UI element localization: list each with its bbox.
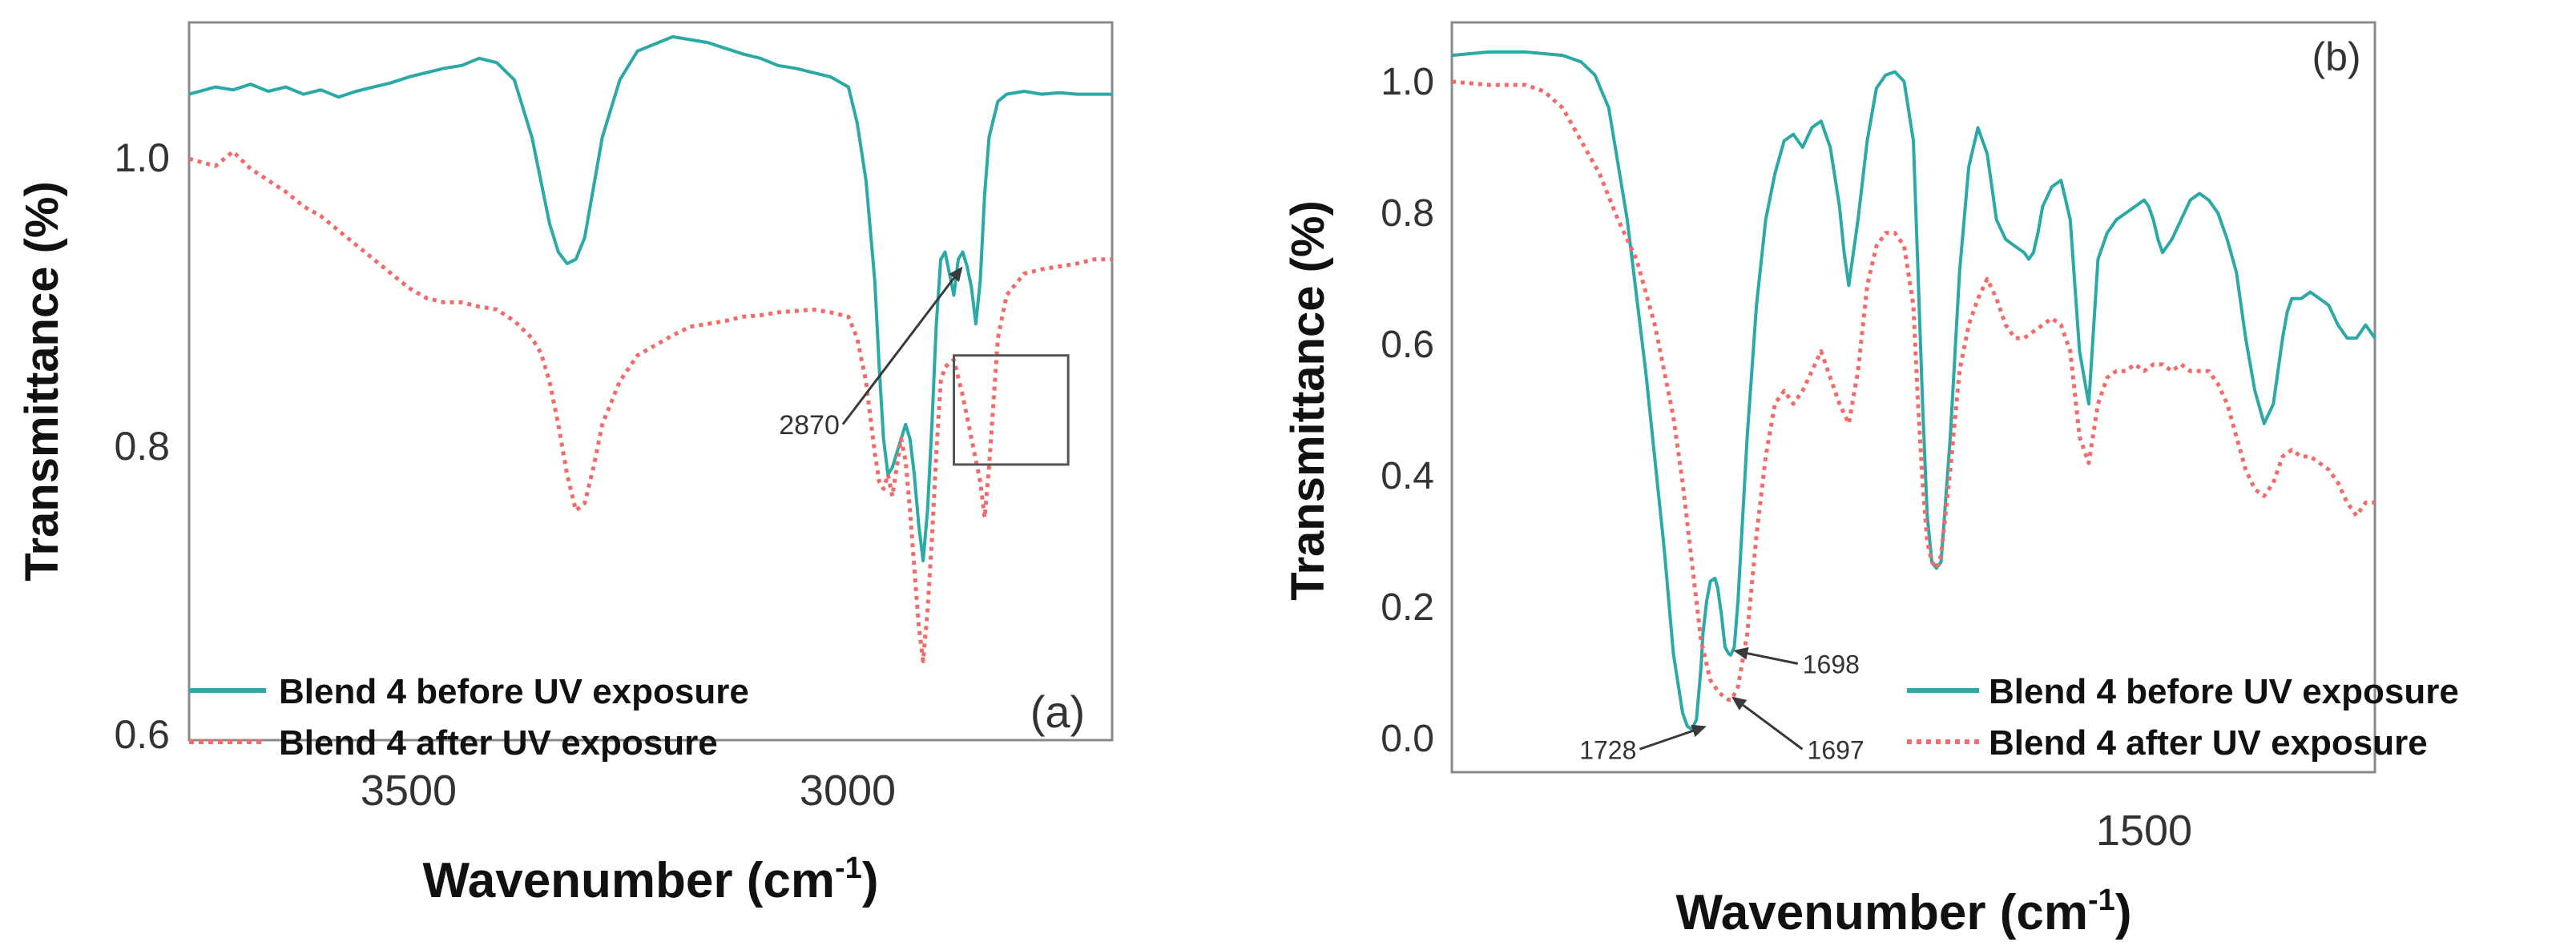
ytick-label-b-0: 1.0 — [1381, 61, 1434, 103]
x-axis-title-b: Wavenumber (cm-1) — [1676, 884, 2132, 940]
x-axis-title-b-sup: -1 — [2088, 884, 2115, 917]
y-axis-title-b: Transmittance (%) — [1282, 200, 1334, 601]
ytick-label-b-3: 0.4 — [1381, 455, 1434, 497]
series-line-b-after — [1451, 79, 2375, 702]
x-axis-title-a-sup: -1 — [835, 851, 862, 885]
series-line-a-before — [188, 34, 1112, 562]
legend-a: Blend 4 before UV exposure Blend 4 after… — [189, 672, 749, 763]
x-axis-title-a-close: ) — [862, 853, 879, 908]
series-line-a-after — [188, 149, 1112, 663]
legend-label-a-after: Blend 4 after UV exposure — [279, 723, 718, 763]
chart-panel-a: 1.0 0.8 0.6 3500 3000 2870 (a) Blend 4 b… — [16, 21, 1114, 908]
annotation-arrow-1698 — [1747, 652, 1799, 665]
ytick-label-a-2: 0.6 — [114, 712, 170, 757]
y-axis-title-a: Transmittance (%) — [16, 181, 68, 582]
ytick-label-b-2: 0.6 — [1381, 324, 1434, 366]
chart-panel-b: 1.0 0.8 0.6 0.4 0.2 0.0 1500 1698 1728 1… — [1282, 21, 2459, 940]
ytick-label-b-1: 0.8 — [1381, 192, 1434, 235]
ytick-label-b-5: 0.0 — [1381, 718, 1434, 760]
ytick-group-b: 1.0 0.8 0.6 0.4 0.2 0.0 — [1381, 61, 1434, 760]
legend-label-b-before: Blend 4 before UV exposure — [1989, 672, 2459, 711]
panel-label-b: (b) — [2312, 34, 2360, 79]
ytick-group-a: 1.0 0.8 0.6 — [114, 135, 170, 757]
ytick-label-a-0: 1.0 — [114, 135, 170, 180]
panel-label-a: (a) — [1030, 686, 1085, 737]
annotation-arrowhead-1697 — [1731, 696, 1748, 710]
legend-label-b-after: Blend 4 after UV exposure — [1989, 723, 2428, 763]
xtick-group-a: 3500 3000 — [361, 767, 896, 815]
annotation-label-1698: 1698 — [1803, 650, 1860, 679]
annotation-arrow-2870 — [841, 277, 955, 425]
x-axis-title-a: Wavenumber (cm-1) — [423, 851, 879, 908]
annotation-group-a: 2870 — [779, 266, 963, 441]
x-axis-title-b-close: ) — [2115, 885, 2132, 940]
annotation-group-b: 1698 1728 1697 — [1579, 646, 1864, 764]
annotation-arrow-1697 — [1742, 704, 1804, 751]
annotation-label-2870: 2870 — [779, 410, 840, 441]
legend-label-a-before: Blend 4 before UV exposure — [279, 672, 749, 711]
annotation-label-1697: 1697 — [1808, 735, 1864, 764]
annotation-arrow-1728 — [1639, 729, 1694, 751]
xtick-group-b: 1500 — [2096, 807, 2192, 855]
ytick-label-a-1: 0.8 — [114, 424, 170, 469]
x-axis-title-a-text: Wavenumber (cm — [423, 853, 836, 908]
annotation-arrowhead-2870 — [949, 266, 963, 282]
legend-b: Blend 4 before UV exposure Blend 4 after… — [1907, 672, 2459, 763]
x-axis-title-b-text: Wavenumber (cm — [1676, 885, 2089, 940]
ytick-label-b-4: 0.2 — [1381, 586, 1434, 629]
annotation-arrowhead-1698 — [1733, 646, 1749, 660]
xtick-label-b-0: 1500 — [2096, 807, 2192, 855]
annotation-label-1728: 1728 — [1579, 735, 1636, 764]
highlight-box-a — [953, 354, 1070, 466]
plot-frame-b — [1450, 21, 2376, 774]
xtick-label-a-1: 3000 — [800, 767, 896, 815]
annotation-arrowhead-1728 — [1691, 724, 1707, 737]
plot-frame-a — [187, 21, 1114, 742]
series-line-b-before — [1451, 50, 2376, 731]
xtick-label-a-0: 3500 — [361, 767, 457, 815]
